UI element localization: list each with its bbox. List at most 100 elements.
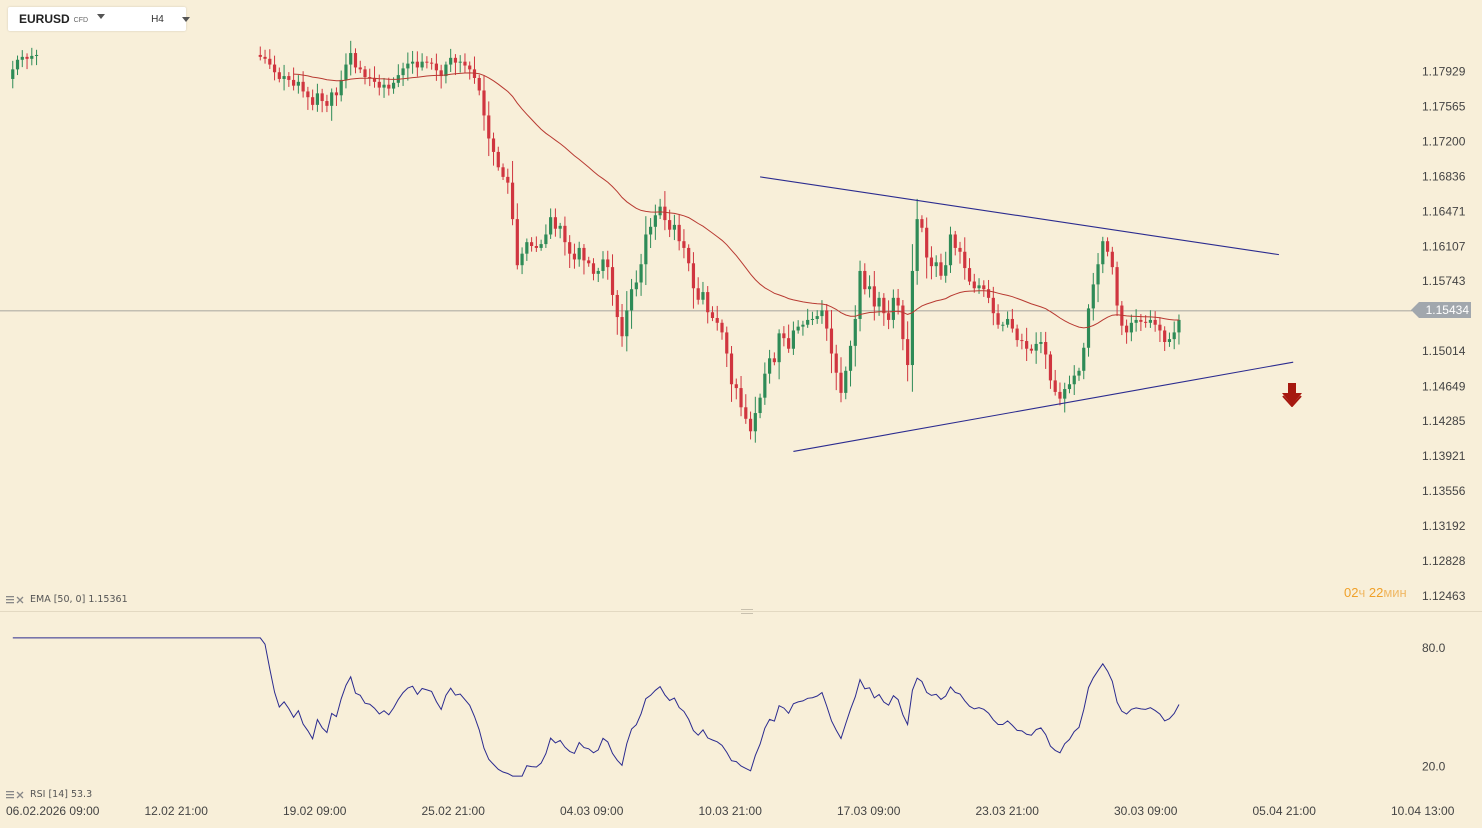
candle [1129,314,1133,342]
candle [963,237,967,280]
candle [368,68,372,87]
candle [896,288,900,315]
candle [425,56,429,69]
candle [986,279,991,304]
candle [449,48,453,73]
candle [330,88,334,121]
candle [663,191,667,231]
candle [296,75,300,94]
candle [634,270,638,297]
candle [582,244,586,275]
timeframe-selector[interactable]: H4 [151,13,164,25]
trendline-lower[interactable] [793,361,1294,452]
candle [553,208,557,237]
down-arrow-icon[interactable] [1280,381,1304,407]
candle [282,64,286,91]
symbol-selector[interactable]: EURUSD CFD H4 [8,7,190,31]
price-tick-label: 1.14285 [1422,414,1466,428]
candle [1034,332,1038,364]
time-tick-label: 19.02 09:00 [283,804,347,818]
candle [1058,382,1062,406]
candle [782,326,786,347]
candle [320,88,324,113]
candle [20,50,24,68]
candle [1115,261,1119,316]
candle [882,293,886,326]
candle [287,72,291,87]
candle [606,250,610,280]
candle [434,53,438,81]
candle [549,208,553,239]
candle [1172,321,1176,350]
candle [506,168,510,194]
candle [420,53,424,71]
candle [268,49,272,70]
candle [382,77,386,98]
price-tick-label: 1.17929 [1422,64,1466,78]
price-tick-label: 1.15014 [1422,344,1466,358]
candle [491,132,496,166]
candle [744,394,748,424]
candle [406,52,410,81]
symbol-name[interactable]: EURUSD [19,12,70,26]
time-tick-label: 17.03 09:00 [837,804,901,818]
candle [1101,236,1105,274]
price-tick-label: 1.17565 [1422,99,1466,113]
candle [1148,310,1152,328]
candles [11,40,1181,443]
candle [363,65,367,85]
candle [844,366,848,400]
candle [515,203,519,270]
candle [1067,375,1072,394]
pane-resize-handle[interactable] [741,609,753,614]
candle [810,311,815,326]
candle [534,236,538,252]
candle [377,74,381,96]
candle [948,226,953,273]
candle [1015,324,1019,347]
candle [706,286,710,324]
candle [696,277,700,305]
candle [572,243,577,269]
candle [311,89,315,111]
time-tick-label: 30.03 09:00 [1114,804,1178,818]
timeframe-dropdown-icon[interactable] [181,16,190,22]
ema-legend[interactable]: EMA [50, 0] 1.15361 [6,594,128,605]
candle [691,252,696,309]
candle [530,237,534,252]
candle [739,375,743,417]
candle [787,324,791,353]
candle [934,255,938,278]
candle [777,329,781,380]
candle [1006,311,1010,328]
candle [891,289,895,329]
candle [1134,309,1138,332]
candle [558,222,562,239]
trendline-upper[interactable] [759,176,1280,256]
rsi-legend[interactable]: RSI [14] 53.3 [6,789,92,800]
time-tick-label: 10.03 21:00 [699,804,763,818]
indicator-settings-icon[interactable] [6,790,26,800]
candle [729,345,734,402]
candle [967,258,972,286]
candle [682,229,686,259]
price-tick-label: 1.17200 [1422,134,1466,148]
indicator-settings-icon[interactable] [6,595,26,605]
candle [972,273,976,293]
candle [806,308,810,328]
candle [25,53,29,70]
candle [815,310,819,324]
candle [991,286,995,326]
candle [1125,319,1129,344]
symbol-dropdown-icon[interactable] [97,13,106,19]
candle [715,305,719,331]
candle [858,260,862,332]
candle [387,77,391,96]
candle [758,393,762,419]
candle [625,291,629,352]
time-tick-label: 12.02 21:00 [145,804,209,818]
time-tick-label: 23.03 21:00 [976,804,1040,818]
candle [1177,314,1181,345]
candle [953,230,957,256]
